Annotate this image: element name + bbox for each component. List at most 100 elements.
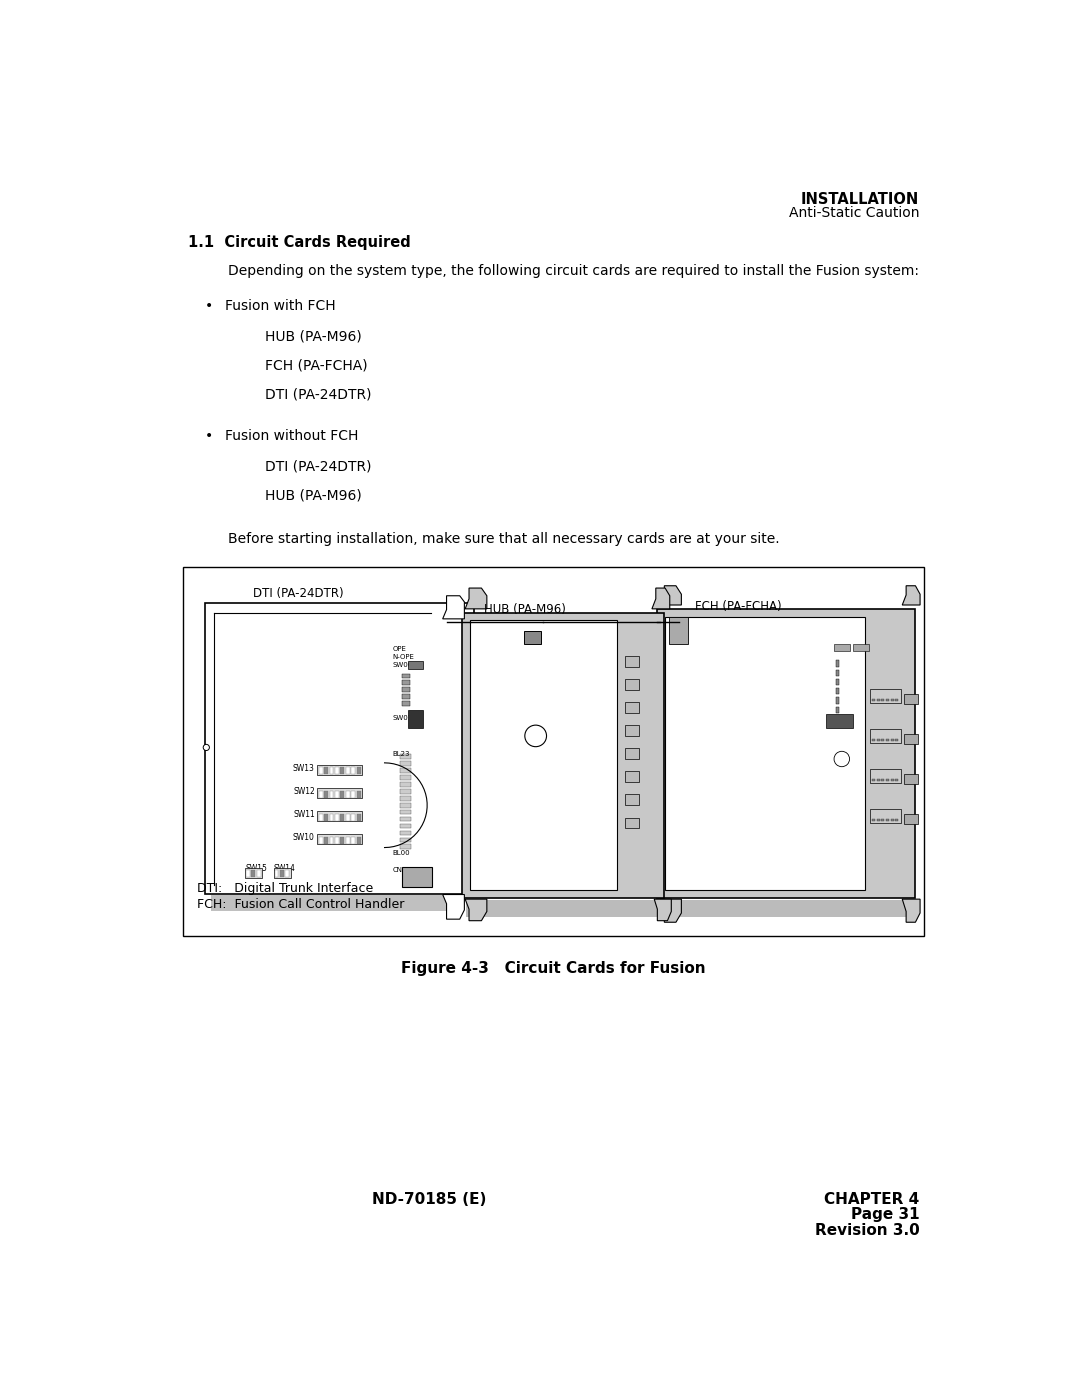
Bar <box>400 838 410 842</box>
Bar <box>403 694 410 698</box>
Bar <box>886 780 889 781</box>
Bar <box>895 739 899 742</box>
Text: SW00: SW00 <box>392 662 413 668</box>
Polygon shape <box>443 595 464 619</box>
Bar <box>870 729 902 743</box>
Bar <box>324 791 328 798</box>
Bar <box>205 604 474 894</box>
Bar <box>408 710 423 728</box>
Bar <box>465 900 663 916</box>
Bar <box>403 680 410 685</box>
Bar <box>280 870 284 877</box>
Polygon shape <box>465 900 487 921</box>
Bar <box>329 767 334 774</box>
Text: Fusion with FCH: Fusion with FCH <box>225 299 336 313</box>
Bar <box>625 771 638 782</box>
Text: Before starting installation, make sure that all necessary cards are at your sit: Before starting installation, make sure … <box>228 532 780 546</box>
Bar <box>340 813 345 820</box>
Bar <box>891 698 894 701</box>
Bar <box>318 788 362 798</box>
Bar <box>836 679 839 685</box>
Bar <box>665 616 865 890</box>
Bar <box>246 870 249 877</box>
Text: Page 31: Page 31 <box>851 1207 919 1222</box>
Bar <box>356 837 361 844</box>
Bar <box>400 761 410 766</box>
Bar <box>211 895 457 911</box>
Bar <box>329 813 334 820</box>
Circle shape <box>525 725 546 746</box>
Bar <box>524 631 541 644</box>
Bar <box>877 819 880 821</box>
Bar <box>881 819 885 821</box>
Bar <box>329 791 334 798</box>
Bar <box>836 661 839 666</box>
Bar <box>335 767 339 774</box>
Text: DTI (PA-24DTR): DTI (PA-24DTR) <box>266 460 372 474</box>
Bar <box>356 767 361 774</box>
Bar <box>400 796 410 800</box>
Bar <box>886 739 889 742</box>
Bar <box>318 766 362 775</box>
Bar <box>183 567 924 936</box>
Bar <box>877 780 880 781</box>
Text: SW14: SW14 <box>273 865 296 873</box>
Bar <box>319 767 323 774</box>
Bar <box>836 697 839 704</box>
Text: FCH:  Fusion Call Control Handler: FCH: Fusion Call Control Handler <box>197 898 404 911</box>
Bar <box>870 689 902 703</box>
Bar <box>661 900 916 916</box>
Bar <box>904 813 918 824</box>
Bar <box>904 693 918 704</box>
Bar <box>324 837 328 844</box>
Text: •: • <box>205 299 214 313</box>
Bar <box>877 698 880 701</box>
Bar <box>356 813 361 820</box>
Bar <box>904 774 918 784</box>
Text: SW10: SW10 <box>293 833 314 842</box>
Bar <box>335 791 339 798</box>
Bar <box>462 613 663 898</box>
Bar <box>340 791 345 798</box>
Bar <box>408 661 423 669</box>
Text: BL23: BL23 <box>392 752 409 757</box>
Text: Figure 4-3   Circuit Cards for Fusion: Figure 4-3 Circuit Cards for Fusion <box>401 961 706 975</box>
Bar <box>881 780 885 781</box>
Bar <box>836 707 839 712</box>
Bar <box>318 812 362 821</box>
Bar <box>346 837 350 844</box>
Bar <box>403 687 410 692</box>
Bar <box>853 644 869 651</box>
Bar <box>886 698 889 701</box>
Bar <box>329 837 334 844</box>
Bar <box>400 782 410 787</box>
Bar <box>870 809 902 823</box>
Bar <box>257 870 260 877</box>
Bar <box>625 795 638 805</box>
Bar <box>346 813 350 820</box>
Polygon shape <box>661 585 681 605</box>
Bar <box>351 813 355 820</box>
Text: DTI (PA-24DTR): DTI (PA-24DTR) <box>266 388 372 402</box>
Bar <box>895 698 899 701</box>
Bar <box>836 689 839 694</box>
Bar <box>872 739 875 742</box>
Bar <box>400 803 410 807</box>
Text: SW13: SW13 <box>293 764 314 773</box>
Bar <box>273 869 291 877</box>
Bar <box>470 620 617 890</box>
Bar <box>319 837 323 844</box>
Text: SW11: SW11 <box>293 810 314 819</box>
Bar <box>625 725 638 736</box>
Bar <box>891 819 894 821</box>
Bar <box>400 810 410 814</box>
Bar <box>285 870 289 877</box>
Bar <box>400 775 410 780</box>
Bar <box>346 791 350 798</box>
Bar <box>403 673 410 678</box>
Text: SW15: SW15 <box>245 865 267 873</box>
Bar <box>891 739 894 742</box>
Bar <box>904 733 918 745</box>
Bar <box>877 739 880 742</box>
Bar <box>400 824 410 828</box>
